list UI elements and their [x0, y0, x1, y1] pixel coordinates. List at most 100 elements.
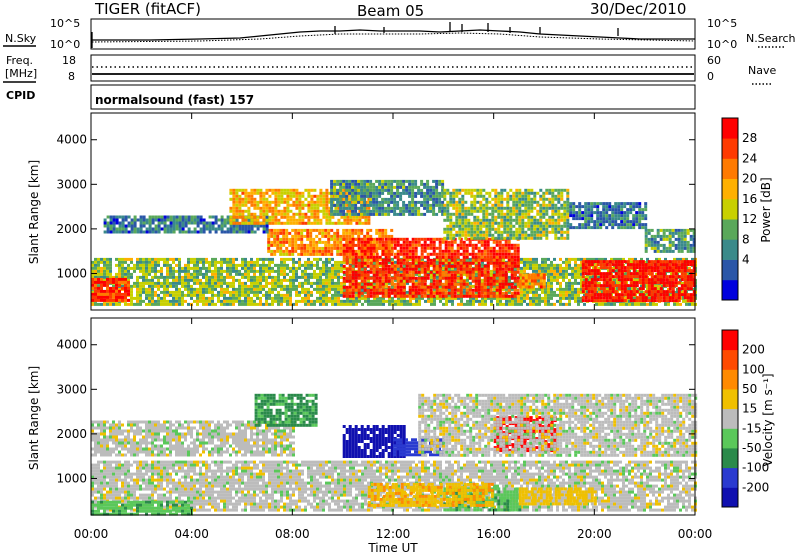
power-cell: [265, 266, 268, 270]
power-cell: [276, 231, 280, 235]
power-cell: [297, 237, 301, 241]
power-cell: [414, 258, 418, 262]
power-cell: [307, 266, 310, 270]
power-cell: [94, 286, 97, 290]
power-cell: [529, 257, 532, 261]
power-cell: [247, 212, 251, 216]
power-cell: [571, 272, 574, 276]
power-cell: [417, 264, 421, 268]
power-cell: [94, 266, 97, 270]
power-cell: [626, 275, 630, 279]
power-cell: [692, 275, 696, 279]
power-cell: [286, 302, 289, 306]
power-cell: [262, 257, 265, 261]
power-cell: [211, 284, 214, 288]
power-cell: [489, 246, 493, 250]
power-cell: [532, 287, 535, 291]
power-cell: [593, 266, 597, 270]
power-cell: [325, 260, 328, 264]
power-cell: [184, 278, 187, 282]
power-cell: [316, 272, 319, 276]
power-cell: [268, 200, 272, 204]
power-cell: [127, 292, 130, 296]
power-cell: [516, 279, 520, 283]
power-cell: [97, 289, 100, 293]
power-cell: [647, 284, 651, 288]
power-cell: [268, 263, 271, 267]
power-cell: [581, 281, 585, 285]
power-cell: [385, 281, 388, 285]
power-cell: [154, 284, 157, 288]
power-cell: [348, 282, 352, 286]
power-cell: [214, 281, 217, 285]
power-cell: [244, 203, 248, 207]
power-cell: [481, 299, 484, 303]
power-cell: [689, 263, 693, 267]
power-cell: [513, 270, 517, 274]
power-cell: [659, 272, 663, 276]
power-cell: [354, 252, 358, 256]
power-cell: [605, 263, 609, 267]
power-cell: [214, 287, 217, 291]
power-cell: [489, 237, 493, 241]
power-cell: [223, 218, 227, 222]
power-cell: [390, 288, 394, 292]
power-cell: [462, 270, 466, 274]
power-cell: [593, 290, 597, 294]
power-cell: [312, 240, 316, 244]
power-cell: [139, 215, 143, 219]
power-cell: [650, 269, 654, 273]
power-cell: [384, 291, 388, 295]
power-cell: [229, 290, 232, 294]
power-cell: [508, 284, 511, 288]
power-cell: [223, 230, 227, 234]
power-cell: [247, 284, 250, 288]
power-cell: [220, 278, 223, 282]
power-cell: [124, 302, 127, 306]
power-cell: [441, 255, 445, 259]
power-cell: [217, 224, 221, 228]
power-cell: [453, 264, 457, 268]
power-cell: [577, 272, 580, 276]
power-cell: [450, 258, 454, 262]
power-cell: [550, 290, 553, 294]
power-cell: [97, 302, 100, 306]
power-cell: [495, 279, 499, 283]
power-cell: [626, 290, 630, 294]
power-cell: [453, 285, 457, 289]
power-cell: [259, 266, 262, 270]
power-cell: [480, 258, 484, 262]
power-cell: [384, 270, 388, 274]
power-cell: [118, 263, 121, 267]
power-cell: [106, 295, 109, 299]
power-cell: [106, 224, 110, 228]
power-cell: [692, 266, 696, 270]
power-cell: [319, 266, 322, 270]
power-cell: [668, 284, 672, 288]
power-cell: [327, 240, 331, 244]
power-cell: [190, 272, 193, 276]
power-cell: [247, 296, 250, 300]
power-cell: [282, 252, 286, 256]
power-cell: [106, 221, 110, 225]
power-cell: [166, 293, 169, 297]
power-cell: [292, 257, 295, 261]
power-cell: [325, 293, 328, 297]
power-cell: [674, 269, 678, 273]
power-cell: [396, 243, 400, 247]
power-cell: [208, 227, 212, 231]
power-cell: [259, 194, 263, 198]
power-cell: [169, 218, 173, 222]
power-cell: [244, 269, 247, 273]
power-cell: [292, 266, 295, 270]
power-cell: [190, 278, 193, 282]
power-cell: [279, 249, 283, 253]
power-cell: [163, 278, 166, 282]
power-cell: [103, 280, 106, 284]
power-cell: [229, 257, 232, 261]
power-cell: [504, 249, 508, 253]
power-cell: [658, 257, 661, 261]
power-cell: [372, 264, 376, 268]
power-cell: [241, 293, 244, 297]
power-cell: [414, 237, 418, 241]
